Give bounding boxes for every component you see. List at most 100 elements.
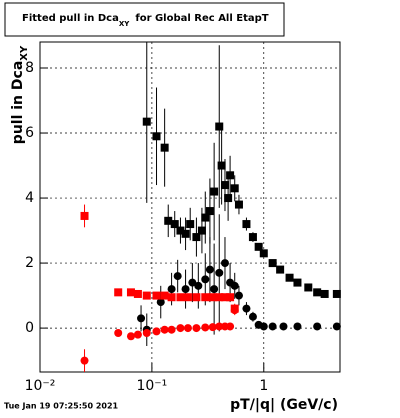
marker-circle <box>208 323 217 332</box>
marker-square <box>142 117 151 126</box>
marker-square <box>293 278 302 287</box>
marker-circle <box>137 314 146 323</box>
marker-circle <box>173 272 182 281</box>
marker-square <box>242 220 251 229</box>
marker-circle <box>205 265 214 274</box>
marker-square <box>332 289 341 298</box>
marker-circle <box>201 323 210 332</box>
marker-circle <box>248 312 257 321</box>
title-line: Fitted pull in DcaXY for Global Rec All E… <box>22 13 269 28</box>
marker-circle <box>167 325 176 334</box>
marker-circle <box>80 356 89 365</box>
timestamp: Tue Jan 19 07:25:50 2021 <box>4 402 119 411</box>
marker-square <box>208 293 217 302</box>
marker-square <box>226 171 235 180</box>
marker-square <box>201 213 210 222</box>
marker-circle <box>215 268 224 277</box>
y-label-subscript: XY <box>19 45 30 61</box>
marker-square <box>276 265 285 274</box>
y-tick-label: 4 <box>25 190 34 206</box>
marker-square <box>320 289 329 298</box>
y-tick-label: 8 <box>25 60 34 76</box>
y-tick-label: 2 <box>25 255 34 271</box>
marker-square <box>215 122 224 131</box>
marker-square <box>167 293 176 302</box>
marker-circle <box>183 324 192 333</box>
marker-square <box>220 181 229 190</box>
marker-circle <box>234 291 243 300</box>
marker-square <box>176 293 185 302</box>
marker-square <box>160 143 169 152</box>
marker-square <box>192 233 201 242</box>
marker-square <box>205 207 214 216</box>
title-box <box>4 2 285 37</box>
marker-circle <box>293 322 302 331</box>
marker-square <box>164 216 173 225</box>
marker-circle <box>192 324 201 333</box>
marker-circle <box>188 278 197 287</box>
marker-circle <box>181 285 190 294</box>
marker-circle <box>126 332 135 341</box>
marker-square <box>230 184 239 193</box>
marker-square <box>170 220 179 229</box>
marker-square <box>304 283 313 292</box>
marker-square <box>152 291 161 300</box>
marker-circle <box>230 306 239 315</box>
marker-square <box>160 291 169 300</box>
marker-square <box>220 293 229 302</box>
marker-square <box>80 211 89 220</box>
marker-square <box>201 293 210 302</box>
marker-square <box>313 288 322 297</box>
marker-square <box>259 249 268 258</box>
marker-circle <box>176 324 185 333</box>
marker-square <box>234 200 243 209</box>
marker-circle <box>160 325 169 334</box>
marker-circle <box>114 328 123 337</box>
marker-circle <box>156 298 165 307</box>
marker-circle <box>152 327 161 336</box>
marker-circle <box>268 322 277 331</box>
title: Fitted pull in Dca <box>22 13 119 24</box>
marker-circle <box>142 328 151 337</box>
marker-square <box>224 194 233 203</box>
marker-square <box>248 233 257 242</box>
marker-square <box>114 288 123 297</box>
marker-circle <box>259 322 268 331</box>
marker-circle <box>220 259 229 268</box>
marker-circle <box>201 275 210 284</box>
marker-circle <box>167 285 176 294</box>
y-tick-label: 0 <box>25 320 34 336</box>
marker-square <box>285 273 294 282</box>
marker-circle <box>210 285 219 294</box>
marker-square <box>197 226 206 235</box>
marker-circle <box>230 281 239 290</box>
marker-square <box>217 161 226 170</box>
marker-square <box>254 242 263 251</box>
y-tick-label: 6 <box>25 125 34 141</box>
marker-circle <box>215 322 224 331</box>
marker-circle <box>313 322 322 331</box>
marker-square <box>226 293 235 302</box>
marker-circle <box>242 304 251 313</box>
title-rest: for Global Rec All EtapT <box>135 13 268 24</box>
x-axis-label: pT/|q| (GeV/c) <box>230 397 338 413</box>
marker-circle <box>279 322 288 331</box>
marker-square <box>126 288 135 297</box>
y-label: pull in Dca <box>10 61 26 144</box>
marker-square <box>192 293 201 302</box>
marker-square <box>183 293 192 302</box>
marker-square <box>142 291 151 300</box>
marker-square <box>133 289 142 298</box>
x-tick-label: 10⁻¹ <box>136 378 167 394</box>
marker-circle <box>133 330 142 339</box>
marker-square <box>186 220 195 229</box>
marker-square <box>181 229 190 238</box>
marker-circle <box>332 322 341 331</box>
title-subscript: XY <box>119 20 130 28</box>
x-tick-label: 10⁻² <box>25 378 56 394</box>
marker-square <box>215 293 224 302</box>
x-tick-label: 1 <box>259 378 268 394</box>
